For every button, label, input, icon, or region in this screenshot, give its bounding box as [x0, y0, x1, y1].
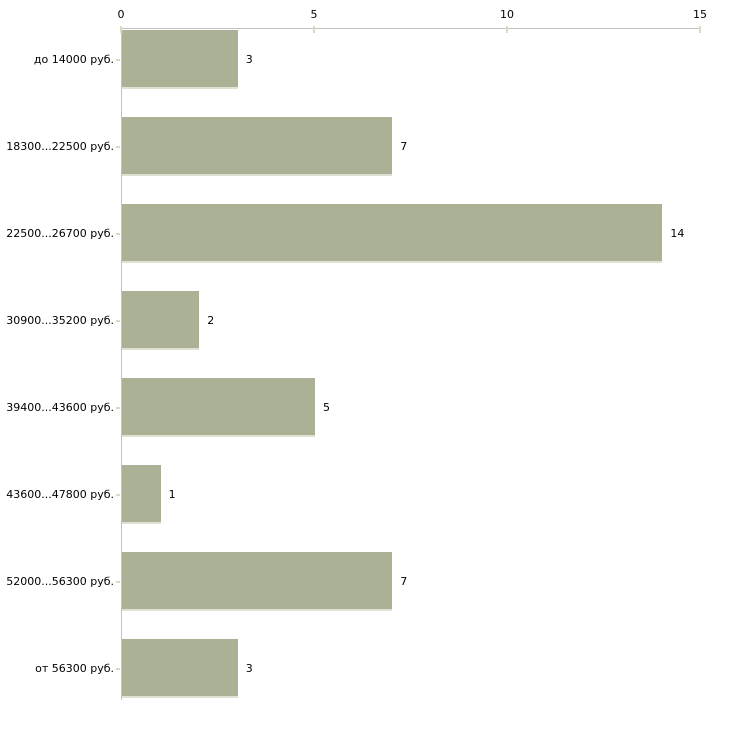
- category-label: 18300...22500 руб.: [6, 140, 114, 153]
- y-axis-tick-mark: [116, 145, 120, 148]
- bar: [122, 552, 393, 611]
- x-axis-tick-label: 0: [117, 8, 125, 21]
- bar: [122, 639, 238, 698]
- y-axis-tick-mark: [116, 58, 120, 61]
- y-axis-line: [121, 28, 122, 700]
- bar-row: до 14000 руб. 3: [34, 30, 700, 89]
- x-axis-tick-label: 10: [500, 8, 514, 21]
- bar: [122, 291, 200, 350]
- bar-row: от 56300 руб. 3: [35, 639, 700, 698]
- value-label: 14: [670, 227, 685, 240]
- x-axis-tick-mark: [313, 26, 315, 33]
- bar-row: 43600...47800 руб. 1: [6, 465, 700, 524]
- y-axis-tick-mark: [116, 406, 120, 409]
- y-axis-tick-mark: [116, 667, 120, 670]
- value-label: 3: [245, 53, 253, 66]
- bar-row: 22500...26700 руб. 14: [6, 204, 700, 263]
- value-label: 1: [168, 488, 176, 501]
- bar: [122, 204, 663, 263]
- y-axis-tick-mark: [116, 493, 120, 496]
- x-axis-tick-label: 5: [310, 8, 318, 21]
- x-axis-tick-mark: [120, 26, 122, 33]
- category-label: от 56300 руб.: [35, 662, 114, 675]
- plot-area: 0 5 10 15 до 14000 руб. 3 18300...22500 руб. 7…: [6, 8, 707, 700]
- x-axis-tick-label: 15: [693, 8, 707, 21]
- bar-row: 30900...35200 руб. 2: [6, 291, 700, 350]
- x-axis-line: [121, 28, 701, 29]
- bar-row: 39400...43600 руб. 5: [6, 378, 700, 437]
- category-label: 22500...26700 руб.: [6, 227, 114, 240]
- bar: [122, 465, 161, 524]
- bar-row: 52000...56300 руб. 7: [6, 552, 700, 611]
- y-axis-tick-mark: [116, 319, 120, 322]
- bar: [122, 30, 238, 89]
- y-axis-tick-mark: [116, 232, 120, 235]
- value-label: 7: [400, 575, 408, 588]
- category-label: до 14000 руб.: [33, 53, 114, 66]
- category-label: 43600...47800 руб.: [6, 488, 114, 501]
- value-label: 5: [323, 401, 330, 414]
- category-label: 30900...35200 руб.: [6, 314, 114, 327]
- value-label: 7: [400, 140, 408, 153]
- x-axis-tick-mark: [506, 26, 508, 33]
- x-axis-tick-mark: [699, 26, 701, 33]
- y-axis-tick-mark: [116, 580, 120, 583]
- bar: [122, 117, 393, 176]
- value-label: 3: [245, 662, 253, 675]
- value-label: 2: [207, 314, 215, 327]
- bar: [122, 378, 315, 437]
- category-label: 39400...43600 руб.: [6, 401, 114, 414]
- category-label: 52000...56300 руб.: [6, 575, 114, 588]
- bar-row: 18300...22500 руб. 7: [6, 117, 700, 176]
